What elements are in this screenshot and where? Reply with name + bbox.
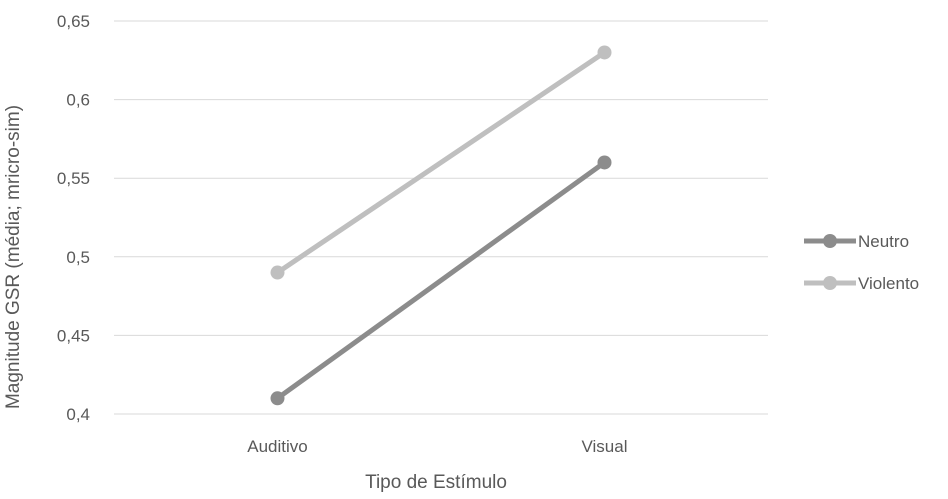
y-tick-label: 0,4	[66, 405, 90, 424]
legend: Neutro Violento	[804, 232, 919, 293]
data-point	[270, 265, 285, 280]
series-violento	[270, 45, 612, 280]
y-axis-title: Magnitude GSR (média; mricro-sim)	[3, 105, 24, 409]
series-line	[275, 49, 607, 276]
data-point	[270, 391, 285, 406]
y-axis-ticks: 0,4 0,45 0,5 0,55 0,6 0,65	[57, 12, 90, 424]
legend-item: Neutro	[804, 232, 909, 251]
x-tick-label: Visual	[582, 437, 628, 456]
data-point	[597, 155, 612, 170]
y-tick-label: 0,5	[66, 248, 90, 267]
data-point	[597, 45, 612, 60]
legend-label: Neutro	[858, 232, 909, 251]
y-tick-label: 0,45	[57, 326, 90, 345]
series-neutro	[270, 155, 612, 406]
series-lines	[270, 45, 612, 406]
gridlines	[114, 20, 768, 415]
x-axis-ticks: Auditivo Visual	[247, 437, 627, 456]
legend-item: Violento	[804, 274, 919, 293]
x-axis-title: Tipo de Estímulo	[365, 472, 507, 493]
y-tick-label: 0,65	[57, 12, 90, 31]
legend-label: Violento	[858, 274, 919, 293]
series-line	[275, 159, 607, 401]
y-tick-label: 0,55	[57, 169, 90, 188]
y-tick-label: 0,6	[66, 91, 90, 110]
x-tick-label: Auditivo	[247, 437, 307, 456]
legend-swatch-marker	[823, 276, 837, 290]
legend-swatch-marker	[823, 234, 837, 248]
